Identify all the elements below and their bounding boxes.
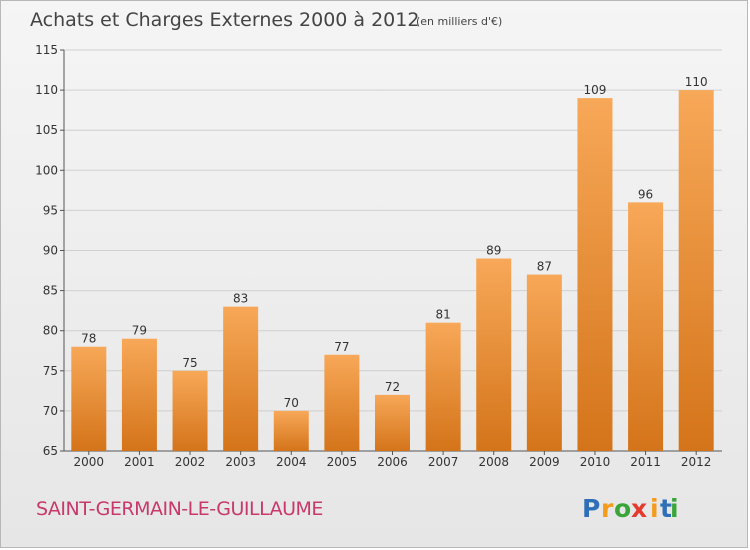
data-label: 89: [486, 244, 501, 258]
x-tick-label: 2007: [428, 455, 459, 469]
data-label: 83: [233, 292, 248, 306]
data-label: 81: [435, 308, 450, 322]
bar-2011: [628, 202, 664, 451]
y-tick-label: 80: [43, 324, 58, 338]
data-label: 75: [182, 356, 197, 370]
y-tick-label: 115: [35, 43, 58, 57]
town-name: SAINT-GERMAIN-LE-GUILLAUME: [36, 498, 323, 520]
x-tick-label: 2008: [478, 455, 509, 469]
bars: [71, 90, 714, 452]
y-tick-label: 65: [43, 444, 58, 458]
logo-letter: x: [631, 494, 647, 523]
logo-letter: t: [660, 494, 672, 523]
x-tick-label: 2002: [175, 455, 206, 469]
y-tick-label: 105: [35, 123, 58, 137]
logo-letter: P: [582, 494, 600, 523]
bar-2000: [71, 346, 107, 451]
x-tick-label: 2001: [124, 455, 155, 469]
x-tick-label: 2009: [529, 455, 560, 469]
bar-2009: [526, 274, 562, 451]
y-tick-label: 110: [35, 83, 58, 97]
y-tick-label: 85: [43, 284, 58, 298]
x-tick-label: 2003: [225, 455, 256, 469]
chart-title: Achats et Charges Externes 2000 à 2012: [30, 9, 419, 31]
data-label: 96: [638, 187, 653, 201]
bar-2006: [375, 394, 410, 451]
data-label: 77: [334, 340, 349, 354]
bar-2004: [273, 410, 309, 451]
y-tick-labels: 65 70 75 80 85 90 95 100 105 110 115: [35, 43, 64, 458]
y-tick-label: 75: [43, 364, 58, 378]
y-tick-label: 100: [35, 163, 58, 177]
bar-2001: [121, 338, 157, 451]
bar-2012: [678, 90, 714, 451]
data-label: 110: [685, 75, 708, 89]
bar-2002: [172, 370, 208, 451]
x-tick-label: 2005: [327, 455, 358, 469]
data-label: 78: [81, 332, 96, 346]
grid-layer: [64, 49, 722, 412]
bar-2007: [425, 322, 461, 451]
x-tick-label: 2012: [681, 455, 712, 469]
data-label: 109: [584, 83, 607, 97]
bar-2008: [476, 258, 512, 451]
logo-letter: r: [601, 494, 614, 523]
x-tick-label: 2000: [74, 455, 105, 469]
y-tick-label: 90: [43, 244, 58, 258]
x-tick-label: 2011: [630, 455, 661, 469]
data-label: 70: [284, 396, 299, 410]
bar-2010: [577, 98, 613, 452]
unit-note: (en milliers d'€): [416, 15, 502, 28]
data-label: 72: [385, 380, 400, 394]
y-tick-label: 70: [43, 404, 58, 418]
x-tick-label: 2010: [580, 455, 611, 469]
data-labels: 78 79 75 83 70 77 72 81 89 87 109 96 110: [81, 75, 707, 410]
x-tick-labels: 2000 2001 2002 2003 2004 2005 2006 2007 2008 2009…: [74, 451, 712, 469]
logo-letter: o: [614, 494, 631, 523]
data-label: 79: [132, 324, 147, 338]
bar-2003: [223, 306, 259, 451]
x-tick-label: 2004: [276, 455, 307, 469]
logo-letter: i: [670, 494, 679, 523]
logo-letter: i: [650, 494, 659, 523]
bar-2005: [324, 354, 360, 451]
x-tick-label: 2006: [377, 455, 408, 469]
data-label: 87: [537, 260, 552, 274]
y-tick-label: 95: [43, 203, 58, 217]
